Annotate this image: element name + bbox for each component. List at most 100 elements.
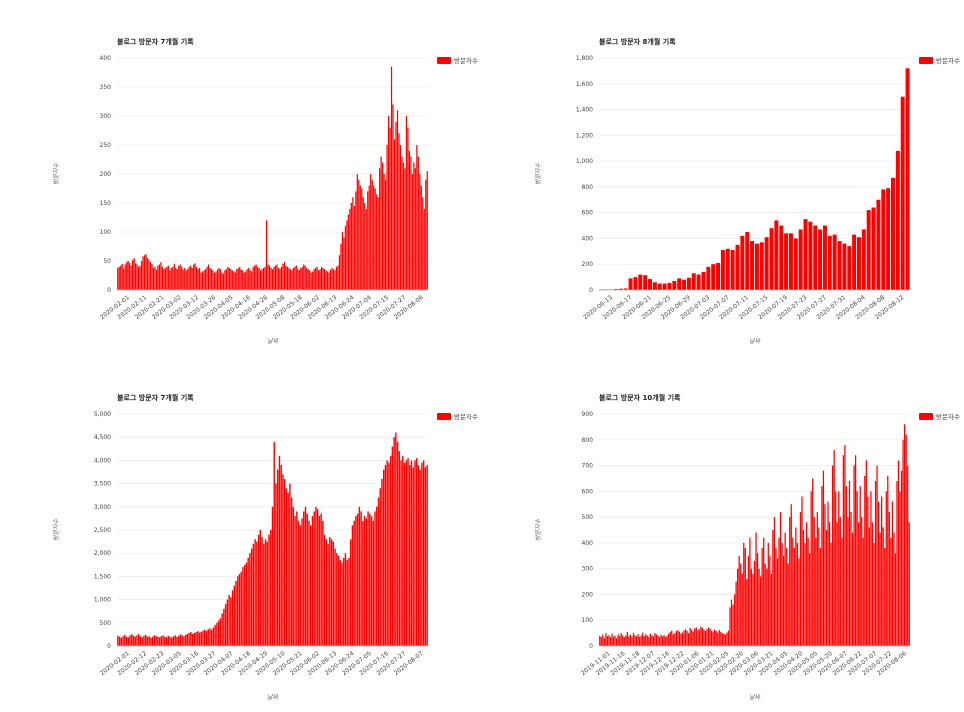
bar: [635, 636, 638, 646]
bar: [169, 270, 171, 290]
bar: [216, 622, 218, 646]
bar: [686, 631, 688, 646]
bar: [902, 439, 904, 646]
bar: [179, 264, 181, 290]
bar: [675, 631, 677, 646]
bar: [142, 256, 144, 290]
bar: [322, 267, 324, 290]
y-tick-label: 250: [100, 142, 112, 149]
chart-1: 블로그 방문자 7개월 기록05010015020025030035040020…: [53, 37, 478, 345]
bar: [665, 636, 667, 646]
bar: [350, 203, 352, 290]
bar: [264, 266, 266, 290]
bar: [289, 483, 291, 646]
bar: [197, 269, 199, 290]
bar: [155, 269, 158, 290]
bar: [181, 266, 183, 290]
bar: [336, 553, 338, 646]
bar: [861, 229, 866, 290]
bar: [761, 548, 763, 646]
bar: [715, 631, 717, 646]
bar: [874, 481, 877, 646]
bar: [833, 450, 835, 646]
bar: [871, 207, 876, 290]
bar: [414, 168, 416, 290]
bar: [658, 636, 661, 646]
bar: [242, 270, 244, 290]
bar: [663, 635, 665, 646]
y-tick-label: 400: [582, 540, 594, 547]
bar: [395, 121, 397, 290]
bar: [191, 633, 194, 646]
bar: [140, 261, 143, 290]
bar: [730, 250, 735, 290]
bar: [662, 283, 667, 290]
bar: [769, 228, 774, 290]
bar: [227, 266, 229, 290]
bar: [340, 243, 342, 290]
bar: [259, 530, 262, 646]
chart-panel-2: 블로그 방문자 8개월 기록 0 200 400 600 800 1,000 1,200 1,4…: [482, 0, 964, 356]
bar: [779, 511, 782, 646]
bar: [154, 266, 156, 290]
bar: [346, 560, 348, 646]
bar: [243, 272, 245, 290]
bar: [161, 266, 163, 290]
bar: [275, 483, 277, 646]
bar: [407, 127, 409, 290]
bar: [285, 488, 288, 646]
bar: [184, 267, 186, 290]
bar: [164, 636, 166, 646]
bar: [813, 225, 818, 290]
bar: [895, 150, 900, 290]
y-tick-label: 1,000: [94, 597, 111, 604]
y-tick-label: 5,000: [94, 411, 111, 418]
bar: [233, 585, 235, 646]
bar: [725, 248, 730, 290]
bar: [185, 270, 187, 290]
bar: [223, 608, 225, 646]
bar: [812, 478, 814, 646]
bar: [879, 532, 881, 646]
bar: [347, 214, 350, 290]
legend-swatch: [919, 57, 933, 64]
bar: [177, 635, 180, 646]
bar: [746, 578, 748, 646]
bar: [299, 525, 302, 646]
bar: [325, 270, 327, 290]
bar: [703, 630, 705, 646]
bar: [133, 258, 135, 290]
bar: [399, 145, 402, 290]
bar: [309, 270, 311, 290]
bar: [179, 634, 182, 646]
bar: [720, 631, 722, 646]
bar: [802, 530, 805, 646]
bar: [158, 637, 161, 646]
bar: [836, 522, 838, 646]
bar: [239, 266, 241, 290]
bar: [382, 469, 385, 646]
bar: [864, 475, 866, 646]
bar: [254, 265, 256, 290]
bar: [169, 636, 171, 646]
bar: [803, 219, 808, 290]
bar: [832, 234, 837, 290]
bar: [320, 266, 323, 290]
bar: [184, 634, 187, 646]
bar: [230, 269, 232, 290]
bar: [781, 542, 783, 646]
bar: [225, 269, 227, 290]
bar: [151, 263, 153, 290]
bar: [618, 288, 623, 290]
bar: [292, 267, 294, 290]
bar: [215, 271, 217, 290]
bar: [633, 277, 638, 290]
bar: [221, 613, 223, 646]
bar: [691, 630, 693, 646]
bar: [249, 270, 251, 290]
bar: [234, 272, 236, 290]
bar: [365, 518, 368, 646]
bar: [825, 530, 828, 646]
bar: [362, 520, 364, 646]
bar-series: [599, 424, 910, 646]
